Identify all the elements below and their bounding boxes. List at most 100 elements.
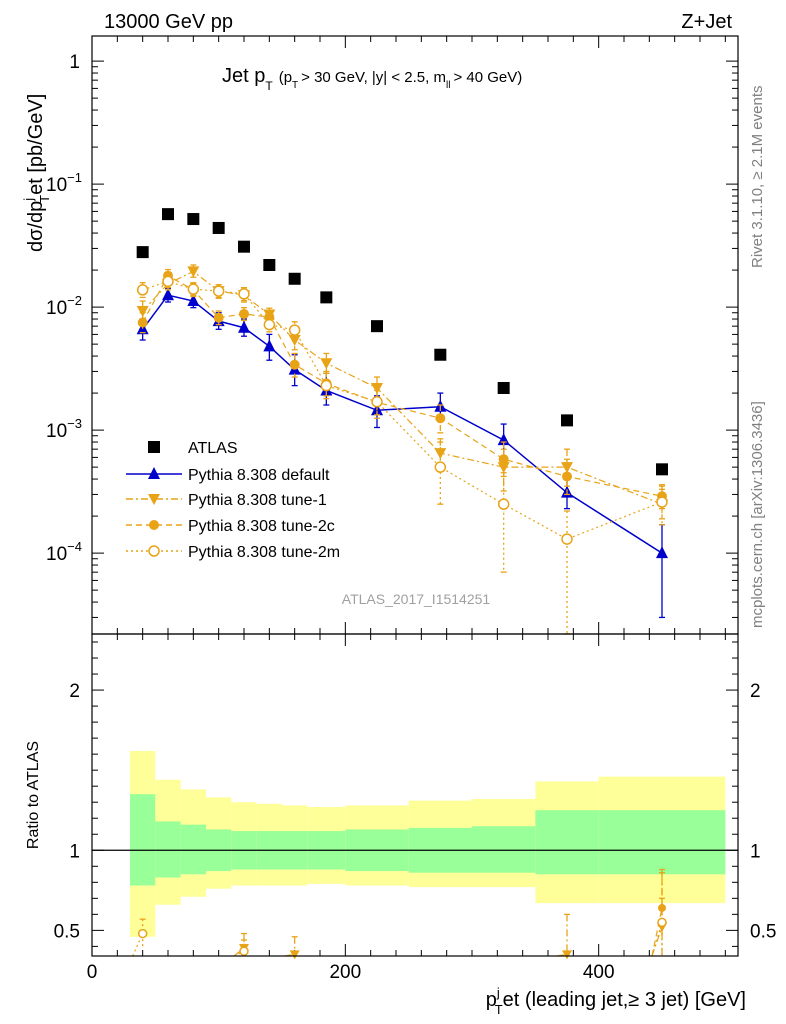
legend-marker	[148, 441, 160, 453]
legend-label: Pythia 8.308 tune-1	[188, 492, 327, 509]
data-point	[320, 379, 333, 392]
atlas-point	[288, 272, 301, 285]
legend-label: Pythia 8.308 tune-2m	[188, 544, 340, 561]
atlas-point	[238, 240, 250, 253]
y-tick-base: 10	[46, 544, 67, 565]
ratio-panel: 0 200 400 0.5 0.5 1 1 2 2	[54, 633, 776, 983]
title-cut-b: T	[292, 80, 298, 91]
ratio-y-tick-label-right: 1	[750, 841, 761, 862]
title-cut-a: (p	[279, 69, 292, 86]
ratio-series-line	[651, 922, 663, 957]
data-point	[562, 471, 572, 482]
atlas-point	[434, 348, 447, 361]
process-label: Z+Jet	[681, 11, 732, 33]
ratio-point	[658, 903, 666, 912]
y-tick-exp: −2	[67, 293, 82, 308]
ratio-band-inner	[155, 821, 181, 878]
ratio-y-tick-label: 1	[69, 841, 80, 862]
y-tick-label: 10−1	[46, 170, 82, 196]
atlas-point	[320, 291, 333, 304]
atlas-point	[497, 381, 510, 394]
data-point	[187, 283, 200, 295]
atlas-point	[561, 414, 573, 427]
series-line	[142, 294, 663, 554]
ratio-band-inner	[472, 826, 536, 873]
data-point	[238, 320, 250, 333]
y-tick-label: 1	[69, 52, 80, 73]
title-main-sub: T	[265, 79, 273, 93]
plot-title: Jet pT (pT > 30 GeV, |y| < 2.5, mll > 40 Ge…	[222, 65, 522, 93]
data-point	[213, 312, 224, 323]
y-tick-label: 10−4	[46, 539, 82, 565]
xlabel: pj Tet (leading jet,≥ 3 jet) [GeV]	[486, 985, 746, 1017]
data-point	[289, 359, 300, 370]
legend: ATLAS Pythia 8.308 default Pythia 8.308 tu…	[126, 440, 340, 561]
y-tick-base: 10	[46, 298, 67, 319]
data-point	[136, 305, 149, 317]
legend-marker	[149, 520, 159, 530]
data-point	[498, 454, 509, 465]
title-cut-c: > 30 GeV, |y| < 2.5, m	[301, 69, 446, 86]
main-ylabel-a: dσ/dp	[25, 201, 47, 252]
atlas-point	[162, 208, 174, 221]
data-point	[561, 462, 573, 474]
data-point	[136, 284, 149, 296]
ratio-y-tick-label: 2	[69, 681, 80, 702]
data-point	[187, 294, 200, 307]
title-cut-e: > 40 GeV)	[453, 69, 522, 86]
data-point	[435, 413, 446, 424]
main-ylabel-sup: j	[21, 198, 36, 202]
y-tick-exp: −3	[67, 416, 82, 431]
main-ylabel-sub: T	[37, 195, 52, 203]
ratio-band-inner	[180, 824, 206, 875]
ratio-point	[657, 917, 667, 928]
data-point	[288, 335, 301, 347]
y-tick-base: 10	[46, 175, 67, 196]
data-point	[656, 496, 668, 508]
data-point	[263, 318, 276, 331]
ratio-y-tick-label-right: 2	[750, 681, 761, 702]
data-point	[320, 358, 333, 370]
data-point	[238, 288, 250, 300]
data-point	[162, 288, 174, 301]
data-point	[239, 308, 249, 319]
series-line	[142, 274, 663, 497]
legend-marker	[148, 545, 160, 557]
data-point	[561, 533, 573, 545]
ratio-point	[289, 950, 300, 960]
y-tick-exp: −4	[67, 539, 82, 554]
xlabel-a: p	[486, 989, 497, 1011]
data-point	[656, 546, 668, 559]
mcplots-label: mcplots.cern.ch [arXiv:1306.3436]	[749, 401, 766, 628]
legend-marker	[148, 467, 160, 479]
ratio-ylabel: Ratio to ATLAS	[25, 741, 42, 849]
ratio-series-line	[651, 907, 663, 957]
x-tick-label: 400	[583, 962, 615, 983]
legend-label: Pythia 8.308 default	[188, 467, 330, 484]
ratio-y-tick-label-right: 0.5	[750, 921, 776, 942]
data-point	[187, 266, 200, 278]
y-tick-exp: −1	[67, 170, 82, 185]
atlas-point	[136, 246, 149, 259]
ratio-band-inner	[598, 810, 726, 875]
ratio-point	[562, 950, 572, 960]
ratio-frame	[91, 633, 739, 957]
rivet-label: Rivet 3.1.10, ≥ 2.1M events	[749, 86, 766, 269]
data-point	[212, 285, 225, 297]
legend-marker	[148, 494, 160, 505]
atlas-point	[371, 320, 383, 333]
xlabel-sup: j	[496, 985, 500, 1000]
title-cut-d: ll	[446, 80, 450, 91]
ratio-point	[239, 946, 249, 956]
x-tick-label: 200	[329, 962, 361, 983]
atlas-point	[656, 463, 668, 476]
data-point	[263, 339, 276, 352]
xlabel-sub: T	[495, 1002, 503, 1017]
ratio-series-line	[233, 950, 245, 957]
legend-label: Pythia 8.308 tune-2c	[188, 518, 335, 535]
data-point	[288, 324, 301, 336]
data-point	[137, 317, 148, 328]
ratio-point	[137, 928, 148, 939]
atlas-point	[263, 258, 276, 271]
data-point	[434, 461, 447, 473]
